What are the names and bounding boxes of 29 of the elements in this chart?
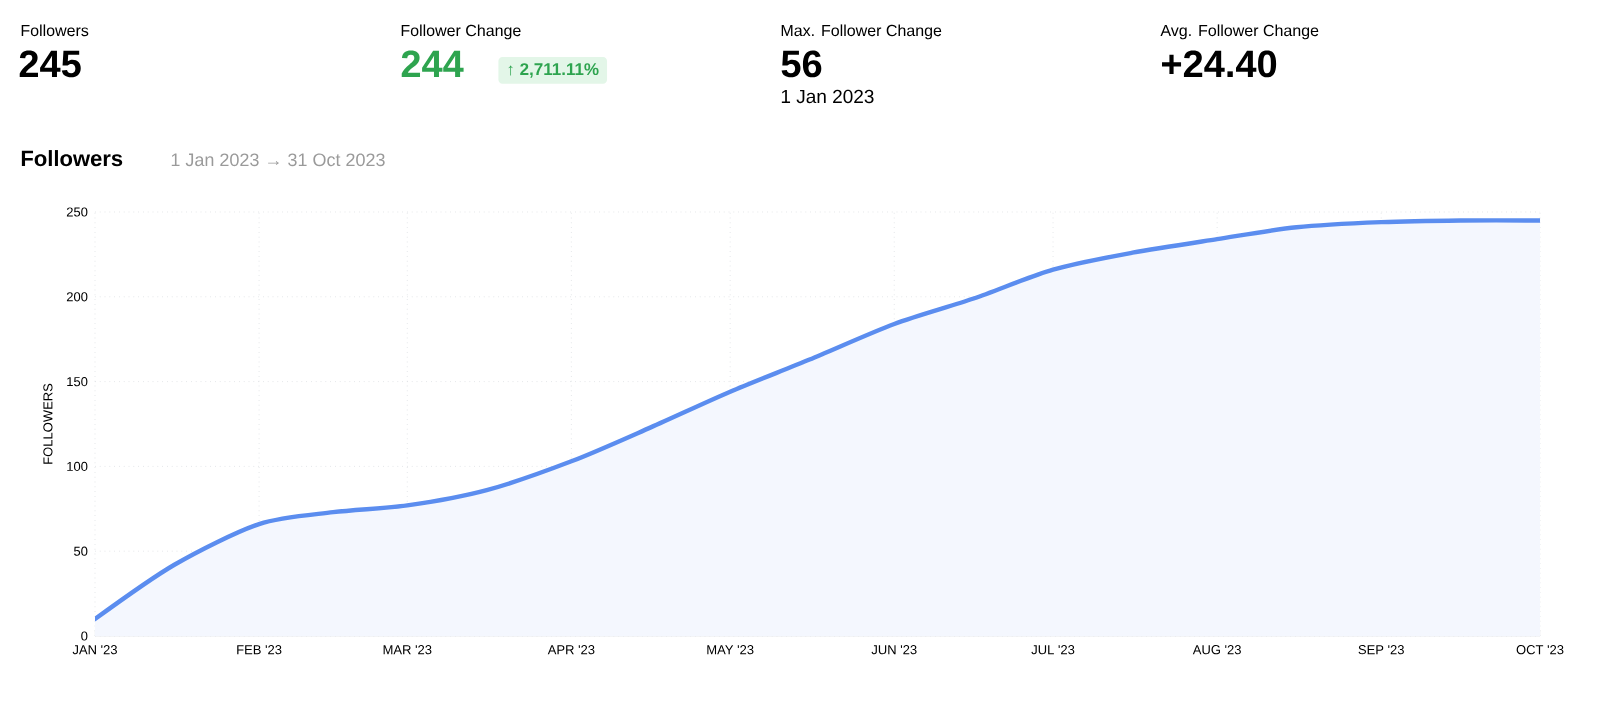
y-tick-label: 250 [66, 207, 88, 217]
text: 1 Jan 2023 [781, 89, 874, 104]
y-tick-label: 150 [67, 377, 88, 387]
text: Max. Follower Change [781, 24, 942, 40]
x-tick-label: FEB '23 [237, 645, 282, 655]
text: 244 [401, 50, 464, 77]
x-tick-label: MAY '23 [707, 645, 754, 655]
y-tick-label: 50 [74, 546, 88, 556]
y-tick-label: 100 [67, 461, 88, 471]
text: Avg. Follower Change [1160, 24, 1319, 40]
x-tick-label: SEP '23 [1358, 645, 1404, 655]
x-tick-label: JAN '23 [72, 645, 117, 655]
text: 245 [19, 50, 81, 78]
text: Follower Change [401, 24, 521, 40]
x-tick-label: OCT '23 [1516, 645, 1564, 655]
x-tick-label: JUN '23 [871, 645, 917, 655]
x-tick-label: MAR '23 [383, 645, 432, 655]
y-axis-title: FOLLOWERS [43, 383, 53, 464]
text: ↑ 2,711.11% [508, 63, 599, 78]
chart-subtitle: 1 Jan 2023 → 31 Oct 2023 [171, 153, 385, 167]
x-tick-label: AUG '23 [1192, 645, 1241, 655]
text: 56 [781, 50, 822, 78]
text: +24.40 [1162, 50, 1277, 78]
x-tick-label: APR '23 [547, 645, 595, 655]
text: Followers [21, 24, 89, 37]
y-tick-label: 0 [81, 631, 88, 641]
chart-title: Followers [21, 150, 123, 167]
y-tick-label: 200 [66, 292, 88, 302]
x-tick-label: JUL '23 [1031, 645, 1075, 655]
